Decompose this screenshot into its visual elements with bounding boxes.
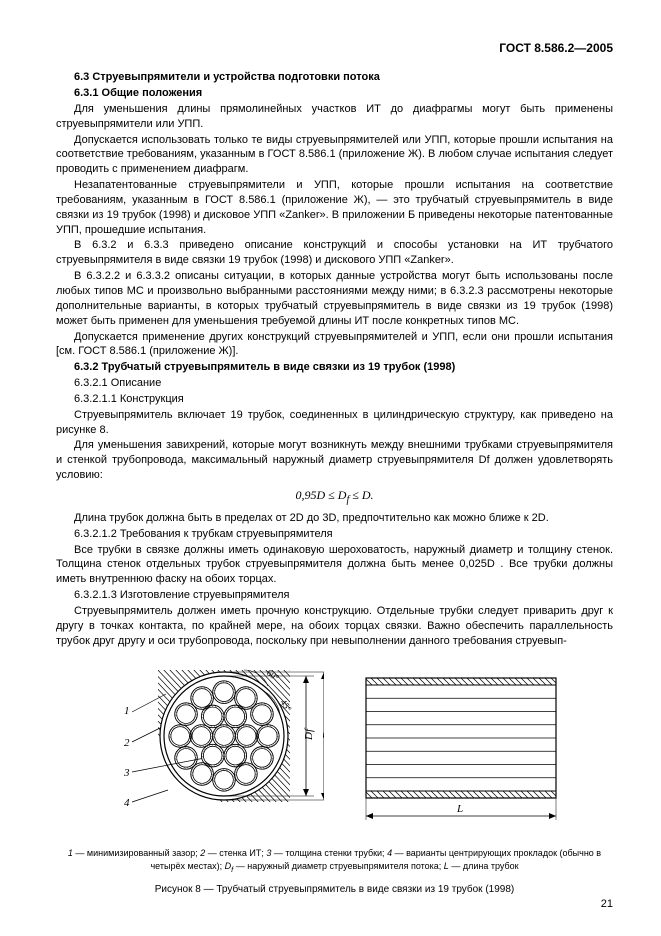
- svg-text:4: 4: [124, 797, 130, 809]
- figure-legend: 1 — минимизированный зазор; 2 — стенка И…: [56, 847, 613, 874]
- heading-6-3-1: 6.3.1 Общие положения: [56, 86, 613, 101]
- svg-text:45°: 45°: [278, 698, 294, 714]
- para: Для уменьшения длины прямолинейных участ…: [56, 102, 613, 132]
- para: Струевыпрямитель должен иметь прочную ко…: [56, 604, 613, 649]
- figure-cross-section: 1 2 3 4 Df D 60° 45°: [94, 656, 324, 841]
- para: В 6.3.2 и 6.3.3 приведено описание конст…: [56, 238, 613, 268]
- doc-header: ГОСТ 8.586.2—2005: [56, 40, 613, 56]
- line-6-3-2-1: 6.3.2.1 Описание: [56, 376, 613, 391]
- svg-text:60°: 60°: [264, 668, 280, 684]
- line-6-3-2-1-3: 6.3.2.1.3 Изготовление струевыпрямителя: [56, 588, 613, 603]
- line-6-3-2-1-1: 6.3.2.1.1 Конструкция: [56, 392, 613, 407]
- heading-6-3: 6.3 Струевыпрямители и устройства подгот…: [56, 70, 613, 85]
- page: ГОСТ 8.586.2—2005 6.3 Струевыпрямители и…: [0, 0, 661, 936]
- para: В 6.3.2.2 и 6.3.3.2 описаны ситуации, в …: [56, 269, 613, 328]
- para: Допускается применение других конструкци…: [56, 330, 613, 360]
- para: Незапатентованные струевыпрямители и УПП…: [56, 178, 613, 237]
- para: Все трубки в связке должны иметь одинако…: [56, 543, 613, 588]
- heading-6-3-2: 6.3.2 Трубчатый струевыпрямитель в виде …: [56, 360, 613, 375]
- para: Струевыпрямитель включает 19 трубок, сое…: [56, 408, 613, 438]
- para: Для уменьшения завихрений, которые могут…: [56, 438, 613, 483]
- figure-8: 1 2 3 4 Df D 60° 45° L: [56, 656, 613, 841]
- para: Допускается использовать только те виды …: [56, 133, 613, 178]
- svg-text:2: 2: [124, 737, 130, 749]
- figure-side-view: L: [346, 656, 576, 841]
- svg-text:L: L: [456, 803, 463, 815]
- figure-title: Рисунок 8 — Трубчатый струевыпрямитель в…: [56, 883, 613, 897]
- line-6-3-2-1-2: 6.3.2.1.2 Требования к трубкам струевыпр…: [56, 527, 613, 542]
- svg-text:3: 3: [123, 767, 130, 779]
- formula: 0,95D ≤ Df ≤ D.: [56, 487, 613, 507]
- para: Длина трубок должна быть в пределах от 2…: [56, 511, 613, 526]
- svg-text:Df: Df: [303, 728, 315, 742]
- svg-text:D: D: [321, 731, 324, 740]
- svg-text:1: 1: [124, 705, 130, 717]
- page-number: 21: [601, 897, 613, 912]
